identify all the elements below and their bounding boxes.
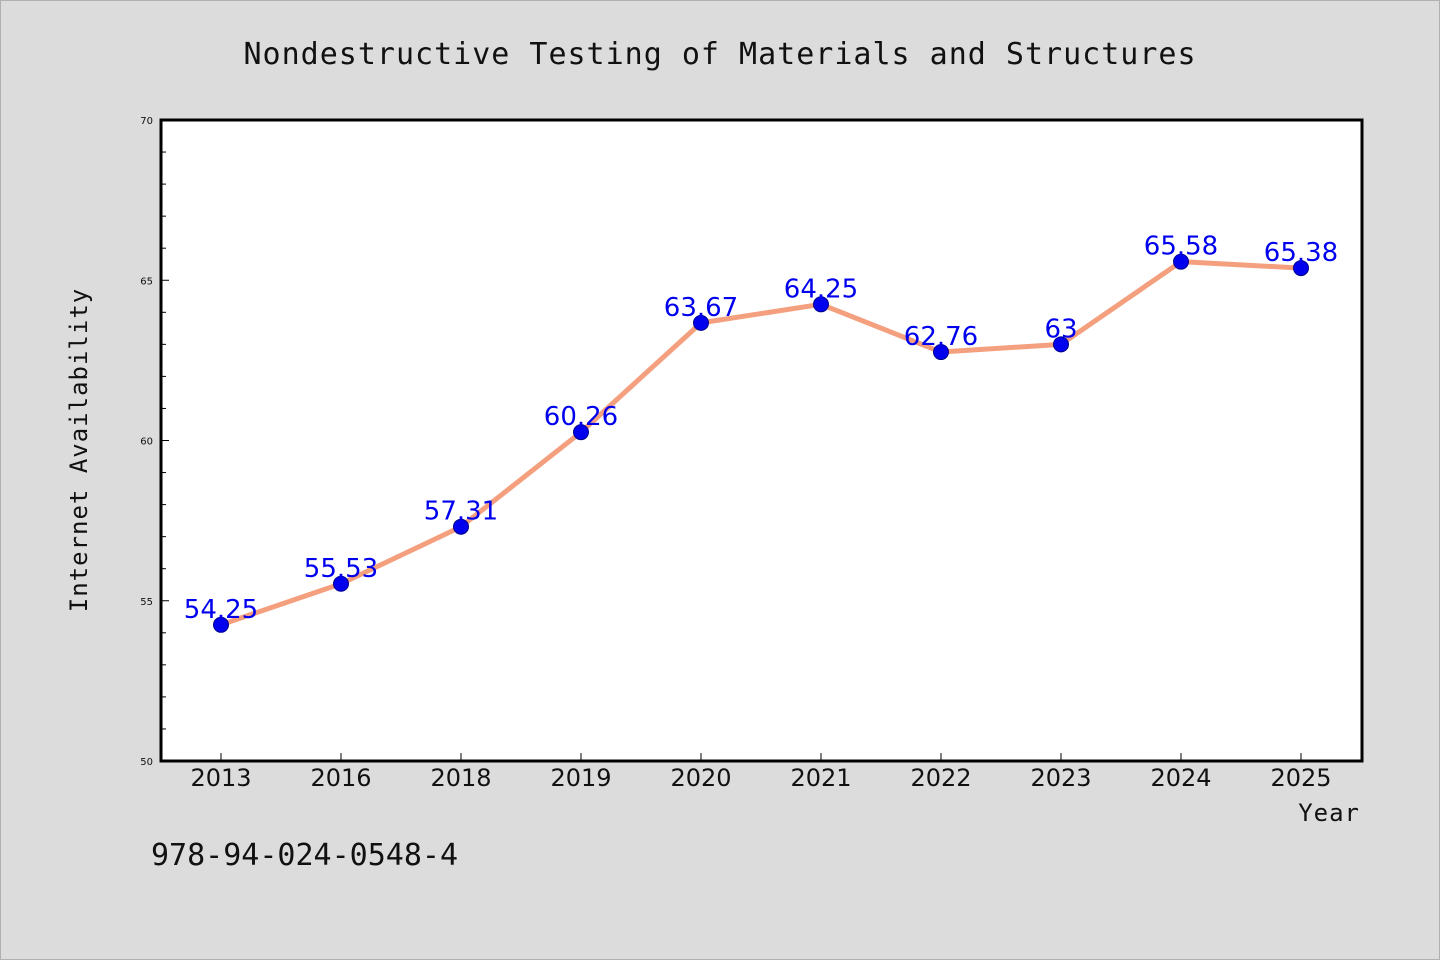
data-point xyxy=(453,518,469,535)
y-tick-label: 55 xyxy=(140,597,153,608)
data-label: 57.31 xyxy=(424,497,498,527)
data-point xyxy=(933,344,949,361)
x-tick-label: 2024 xyxy=(1150,764,1211,792)
x-tick-label: 2021 xyxy=(790,764,851,792)
x-tick-label: 2016 xyxy=(310,764,371,792)
data-point xyxy=(1173,253,1189,270)
series-line xyxy=(218,259,1304,628)
isbn-text: 978-94-024-0548-4 xyxy=(151,838,458,873)
data-label: 63 xyxy=(1044,314,1077,344)
data-label: 63.67 xyxy=(664,293,738,323)
chart-title: Nondestructive Testing of Materials and … xyxy=(243,37,1196,72)
data-label: 62.76 xyxy=(904,322,978,352)
x-tick-label: 2020 xyxy=(670,764,731,792)
y-tick-label: 65 xyxy=(140,276,153,287)
x-tick-label: 2023 xyxy=(1030,764,1091,792)
y-tick-label: 50 xyxy=(140,757,153,768)
x-tick-label: 2018 xyxy=(430,764,491,792)
data-point xyxy=(813,296,829,313)
data-label: 65.38 xyxy=(1264,238,1338,268)
plot-area xyxy=(159,118,1364,763)
data-label: 60.26 xyxy=(544,402,618,432)
data-point xyxy=(333,575,349,592)
data-point xyxy=(693,314,709,331)
x-tick-label: 2013 xyxy=(190,764,251,792)
data-point xyxy=(1053,336,1069,353)
data-point xyxy=(213,616,229,633)
x-axis: 2013 2016 2018 2019 2020 2021 2022 2023 2024 2025 xyxy=(190,753,1332,792)
x-tick-label: 2025 xyxy=(1270,764,1331,792)
data-label: 55.53 xyxy=(304,554,378,584)
x-tick-label: 2022 xyxy=(910,764,971,792)
data-label: 65.58 xyxy=(1144,232,1218,262)
y-tick-label: 60 xyxy=(140,437,153,448)
y-tick-label: 70 xyxy=(140,116,153,127)
x-axis-label: Year xyxy=(1298,799,1360,827)
y-axis-label: Internet Availability xyxy=(65,288,93,612)
series-group: 54.25 55.53 57.31 60.26 63.67 64.25 62.76 63 65.… xyxy=(184,232,1338,633)
y-axis: 50 55 60 65 70 xyxy=(140,116,169,768)
data-label: 54.25 xyxy=(184,595,258,625)
data-point xyxy=(573,424,589,441)
x-tick-label: 2019 xyxy=(550,764,611,792)
data-point xyxy=(1293,260,1309,277)
data-label: 64.25 xyxy=(784,274,858,304)
